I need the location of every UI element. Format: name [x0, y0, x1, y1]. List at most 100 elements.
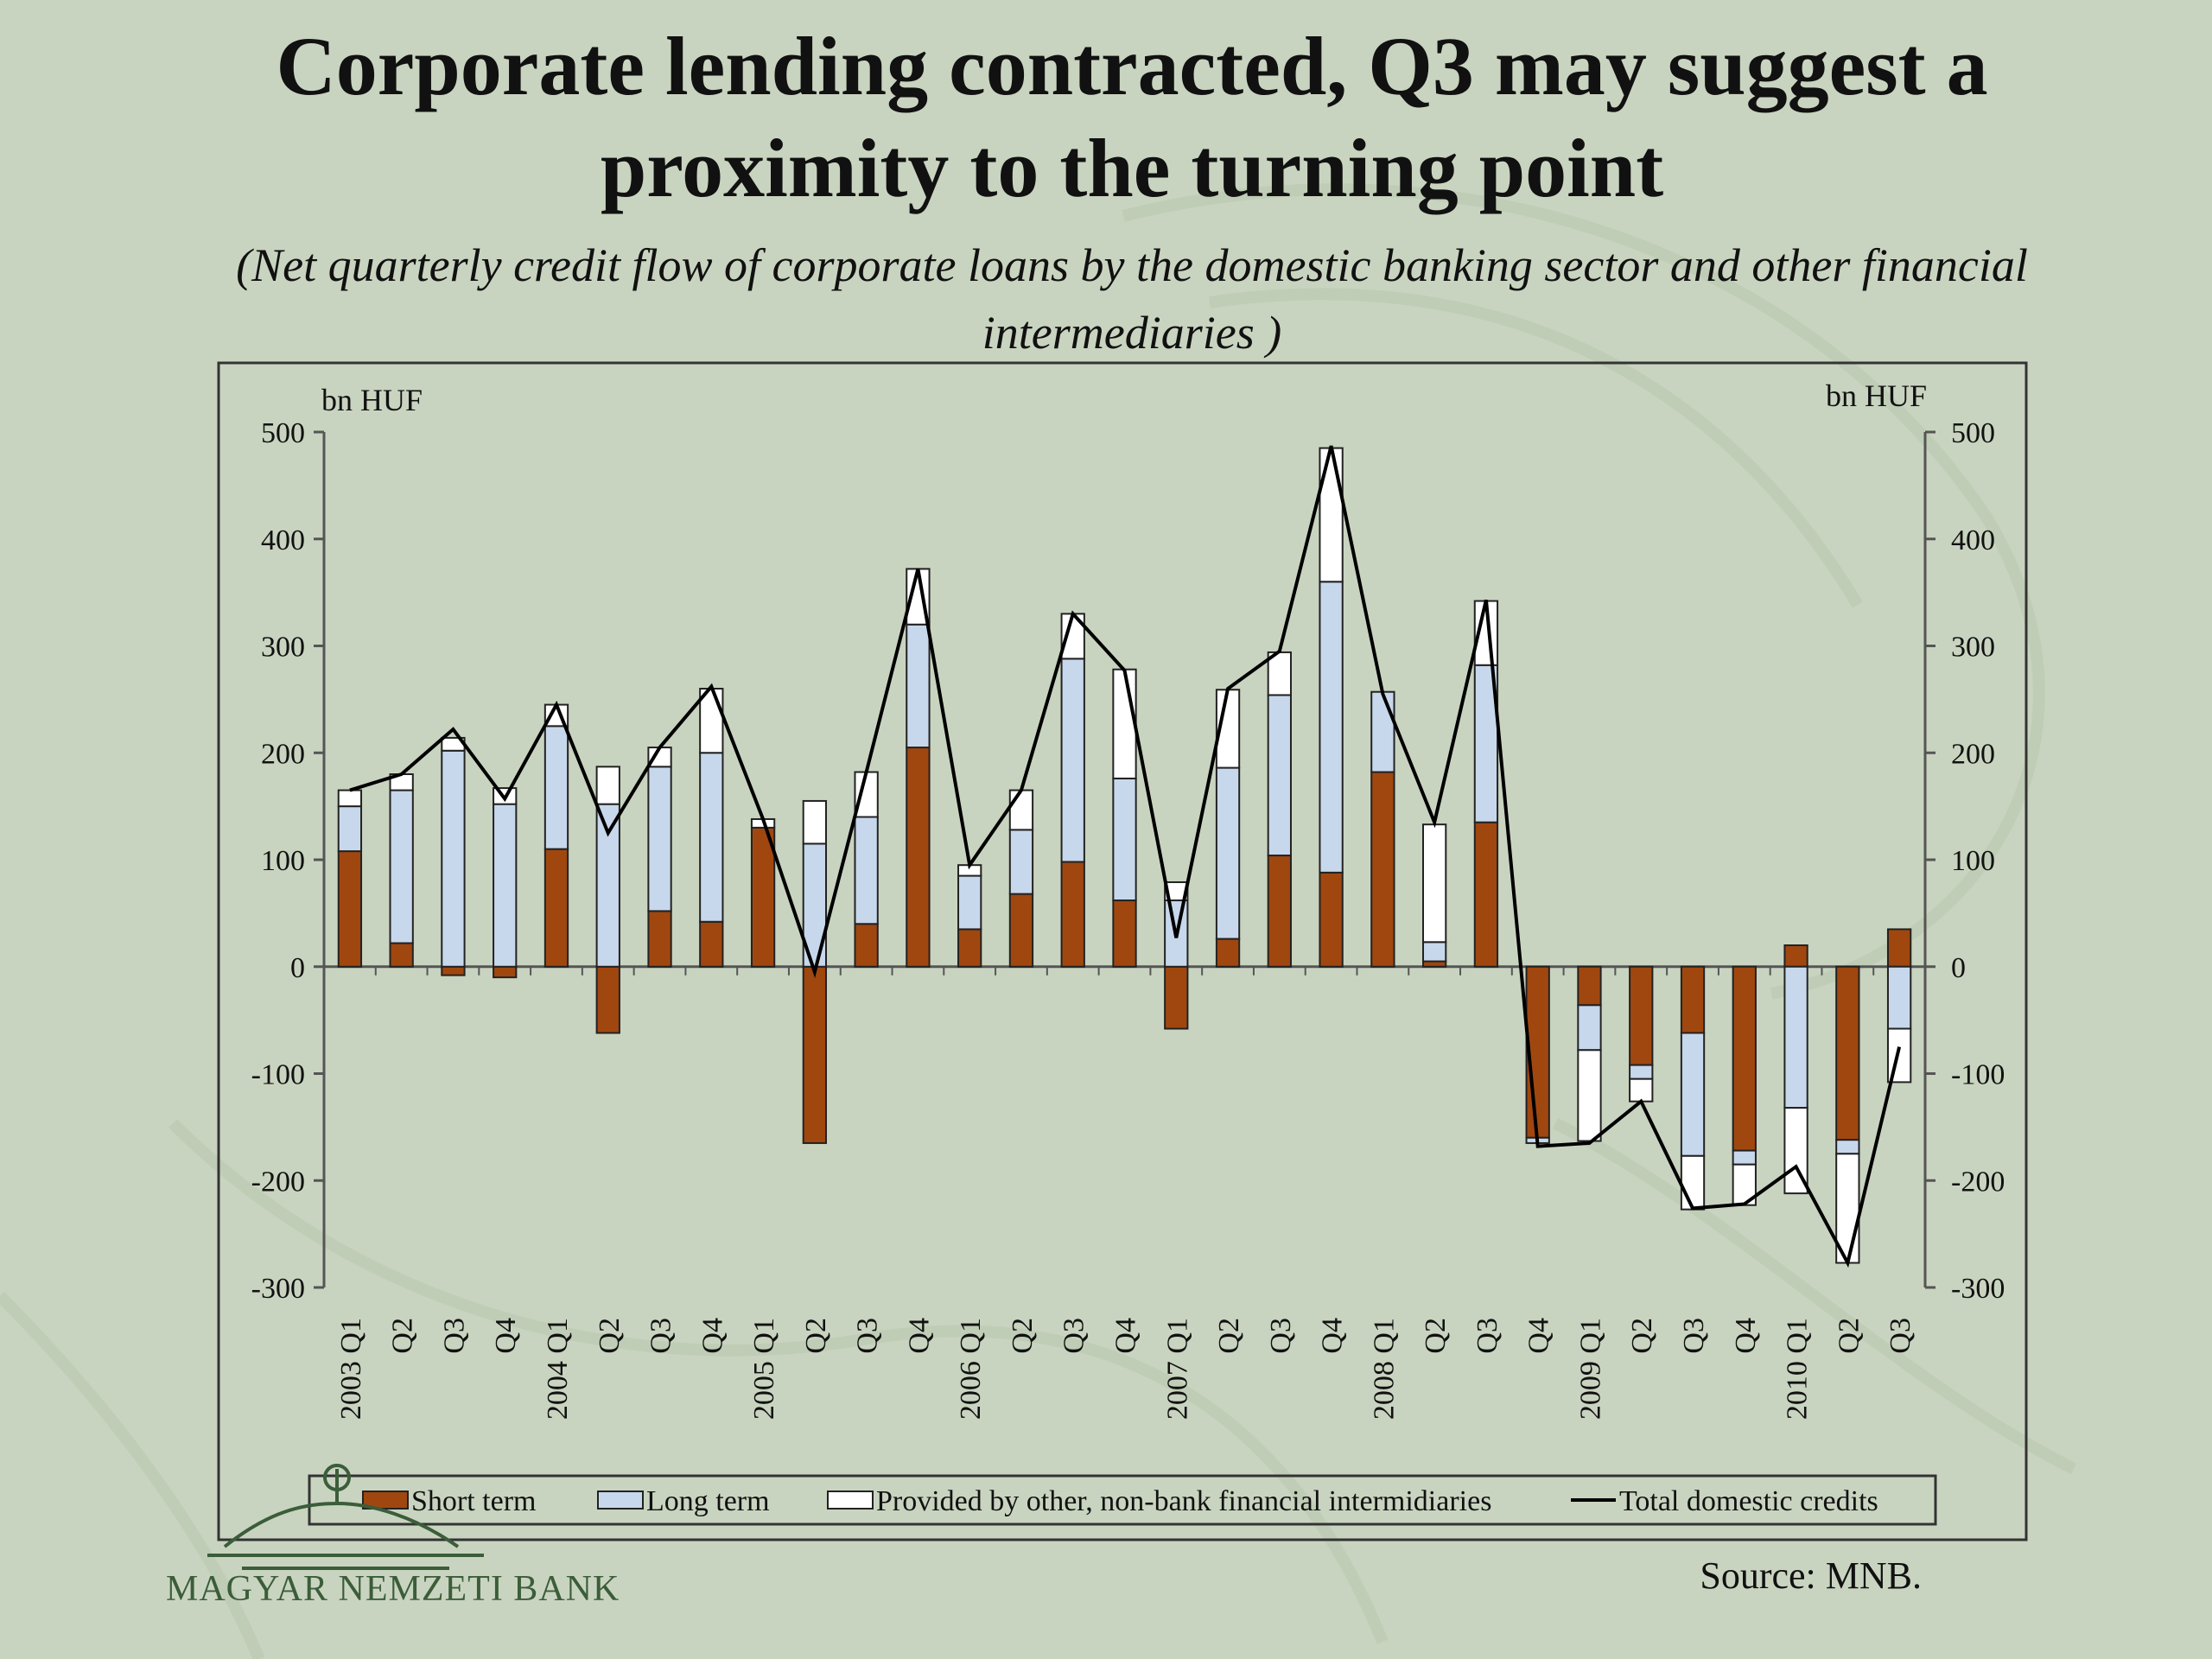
x-tick-label: Q4 [1317, 1318, 1349, 1354]
bar-provided [595, 766, 620, 805]
x-tick-label: Q4 [490, 1318, 522, 1354]
x-tick-label: Q4 [1110, 1318, 1142, 1354]
chart-axes: 500 500 400 400 300 300 200 200 100 100 0 0 -100 -100… [251, 417, 2005, 1305]
bar-long [1629, 1064, 1654, 1080]
bar-short [1370, 771, 1395, 968]
bar-long [1319, 581, 1344, 874]
bar-short [854, 923, 879, 968]
y-tick-label-right: 100 [1951, 845, 1995, 877]
bar-short [750, 826, 776, 968]
legend-label: Long term [646, 1485, 770, 1517]
y-tick-label-left: 0 [290, 952, 305, 984]
x-tick-label: Q3 [1471, 1318, 1503, 1354]
bar-short [543, 848, 569, 968]
x-tick-label: Q2 [1626, 1318, 1658, 1354]
bar-short [1680, 965, 1706, 1034]
bar-short [441, 965, 466, 976]
x-tick-label: Q4 [696, 1318, 728, 1354]
bar-provided [802, 799, 828, 845]
x-tick-label: 2006 Q1 [955, 1318, 987, 1420]
y-tick-label-right: 0 [1951, 952, 1966, 984]
bar-long [1421, 941, 1447, 963]
bar-short [1732, 965, 1757, 1152]
bar-provided [1319, 447, 1344, 583]
x-tick-label: Q3 [438, 1318, 470, 1354]
x-tick-label: Q2 [1833, 1318, 1865, 1354]
legend-label: Provided by other, non-bank financial in… [876, 1485, 1491, 1517]
bar-long [1112, 777, 1137, 902]
bar-long [1835, 1139, 1860, 1155]
bar-provided [337, 789, 363, 808]
bar-provided [1680, 1154, 1706, 1211]
legend-label: Short term [411, 1485, 536, 1517]
x-tick-label: 2005 Q1 [748, 1318, 780, 1420]
y-unit-left: bn HUF [321, 383, 423, 417]
bar-long [441, 749, 466, 968]
bar-short [337, 850, 363, 968]
x-tick-label: Q3 [1678, 1318, 1710, 1354]
x-tick-label: Q3 [645, 1318, 677, 1354]
bar-short [493, 965, 518, 979]
y-tick-label-right: 200 [1951, 738, 1995, 770]
bar-long [389, 789, 414, 944]
chart-subtitle: (Net quarterly credit flow of corporate … [236, 239, 2028, 359]
x-tick-label: Q4 [1523, 1318, 1555, 1354]
bar-long [699, 752, 724, 923]
bar-long [1215, 766, 1241, 940]
x-axis-labels: 2003 Q1 Q2 Q3 Q4 2004 Q1 Q2 Q3 Q4 2005 Q1 Q2 Q3 Q4 2… [335, 1318, 1916, 1420]
bar-long [647, 766, 672, 912]
bar-provided [1267, 651, 1292, 696]
x-tick-label: Q3 [852, 1318, 884, 1354]
y-tick-label-left: 100 [261, 845, 305, 877]
x-tick-label: 2010 Q1 [1782, 1318, 1814, 1420]
bar-long [906, 623, 931, 749]
bar-short [1267, 855, 1292, 968]
legend-swatch [362, 1491, 409, 1510]
bar-short [389, 942, 414, 968]
series-line-total-domestic-credits [349, 445, 1902, 1268]
bar-short [1008, 893, 1034, 968]
bar-short [802, 965, 828, 1144]
legend-swatch [827, 1491, 874, 1510]
bar-long [493, 803, 518, 968]
y-tick-label-right: 500 [1951, 417, 1995, 449]
bar-short [906, 747, 931, 968]
bar-short [1473, 821, 1499, 968]
x-tick-label: Q2 [387, 1318, 419, 1354]
y-tick-label-left: 500 [261, 417, 305, 449]
x-tick-label: 2009 Q1 [1574, 1318, 1606, 1420]
chart-frame [217, 361, 2028, 1541]
bar-short [1886, 928, 1912, 968]
x-tick-label: Q3 [1885, 1318, 1916, 1354]
chart-total-line [349, 445, 1902, 1268]
bar-long [1008, 829, 1034, 895]
bar-provided [1577, 1049, 1602, 1142]
y-unit-right: bn HUF [1826, 378, 1927, 413]
bar-long [543, 725, 569, 850]
x-tick-label: Q3 [1058, 1318, 1090, 1354]
x-tick-label: Q2 [594, 1318, 626, 1354]
bar-long [1732, 1149, 1757, 1166]
x-tick-label: Q4 [1730, 1318, 1762, 1354]
bar-long [1370, 690, 1395, 773]
bar-long [854, 816, 879, 925]
logo-text: MAGYAR NEMZETI BANK [166, 1569, 620, 1609]
bar-long [1886, 965, 1912, 1030]
bar-long [1577, 1004, 1602, 1052]
legend: Short term Long term Provided by other, no… [308, 1474, 1937, 1526]
chart-bars [337, 447, 1912, 1264]
y-tick-label-right: -300 [1951, 1273, 2005, 1305]
x-tick-label: Q3 [1265, 1318, 1297, 1354]
bar-short [699, 920, 724, 968]
page-title: Corporate lending contracted, Q3 may sug… [276, 20, 1988, 214]
bar-long [957, 874, 982, 931]
y-tick-label-left: 300 [261, 632, 305, 664]
bar-short [1215, 938, 1241, 968]
bar-long [1783, 965, 1808, 1109]
source-note: Source: MNB. [1700, 1554, 1922, 1597]
x-tick-label: 2003 Q1 [335, 1318, 367, 1420]
legend-swatch [597, 1491, 644, 1510]
bar-provided [1112, 668, 1137, 779]
